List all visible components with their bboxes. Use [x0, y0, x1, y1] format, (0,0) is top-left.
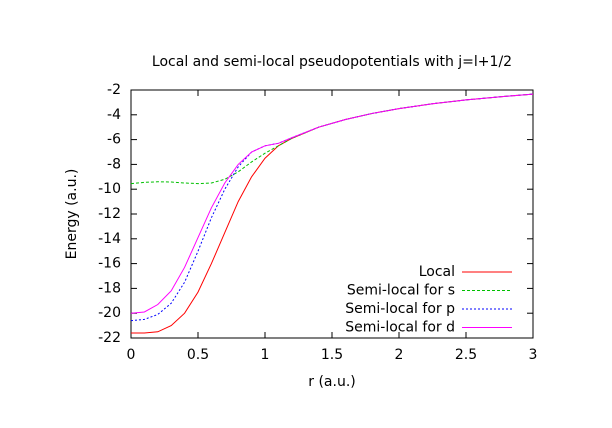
- y-tick-label: -8: [107, 156, 121, 172]
- y-tick-label: -6: [107, 132, 121, 148]
- chart-title: Local and semi-local pseudopotentials wi…: [152, 54, 512, 70]
- line-series: [130, 93, 534, 322]
- x-tick-label: 1: [261, 347, 270, 363]
- x-tick-label: 1.5: [321, 347, 343, 363]
- y-axis-label: Energy (a.u.): [64, 169, 80, 260]
- x-tick-label: 2.5: [455, 347, 477, 363]
- x-tick-label: 2: [395, 347, 404, 363]
- line-series: [131, 93, 534, 334]
- x-tick-label: 0: [127, 347, 136, 363]
- line-series: [130, 93, 534, 185]
- y-tick-label: -12: [98, 206, 121, 222]
- legend-label: Semi-local for d: [345, 320, 455, 336]
- y-tick-label: -22: [98, 330, 121, 346]
- legend-label: Semi-local for p: [345, 301, 455, 317]
- x-tick-label: 0.5: [187, 347, 209, 363]
- y-tick-label: -14: [98, 231, 121, 247]
- plot-border: [130, 89, 534, 339]
- line-series: [130, 93, 534, 314]
- y-tick-label: -16: [98, 256, 121, 272]
- y-tick-label: -18: [98, 280, 121, 296]
- y-tick-label: -20: [98, 305, 121, 321]
- legend-label: Semi-local for s: [347, 283, 455, 299]
- x-tick-label: 3: [529, 347, 538, 363]
- y-tick-label: -2: [107, 82, 121, 98]
- x-axis-label: r (a.u.): [308, 374, 355, 390]
- y-tick-label: -10: [98, 181, 121, 197]
- y-tick-label: -4: [107, 107, 121, 123]
- legend-label: Local: [419, 264, 455, 280]
